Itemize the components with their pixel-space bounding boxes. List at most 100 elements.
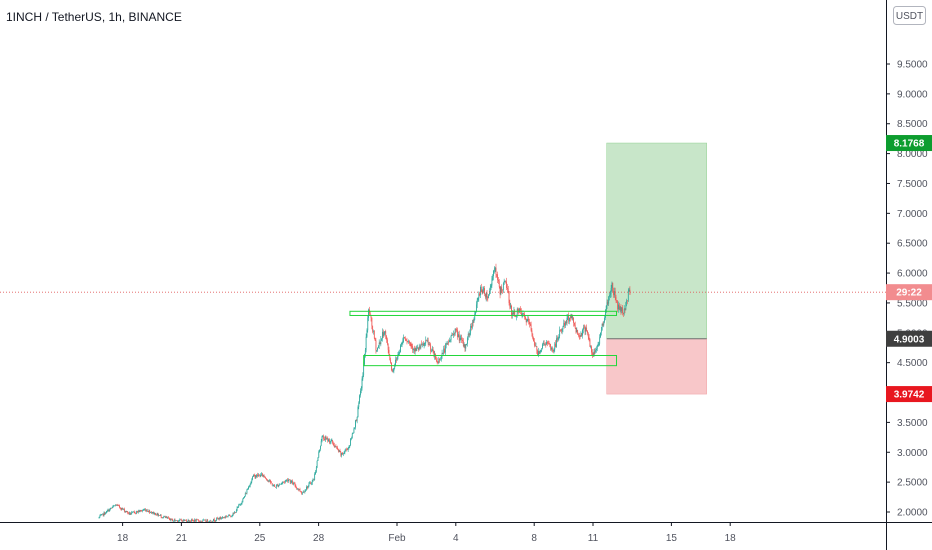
candle-body xyxy=(467,334,469,338)
candle-body xyxy=(573,322,575,325)
price-tick-label: 3.0000 xyxy=(897,448,928,459)
candle-body xyxy=(314,474,316,481)
candle-body xyxy=(382,331,383,339)
candle-body xyxy=(362,375,364,379)
candle-body xyxy=(412,346,414,350)
candle-body xyxy=(391,362,392,370)
candle-body xyxy=(324,436,326,441)
candle-body xyxy=(548,343,550,345)
candle-body xyxy=(364,349,366,355)
candle-body xyxy=(382,331,384,337)
candle-body xyxy=(556,338,558,340)
candle-body xyxy=(217,517,218,519)
candle-body xyxy=(417,347,418,349)
candle-body xyxy=(360,390,361,396)
candle-body xyxy=(615,297,617,301)
position-tool-layer xyxy=(606,142,707,395)
candle-body xyxy=(140,510,142,511)
candle-body xyxy=(423,343,425,346)
candle-body xyxy=(333,443,334,445)
candle-body xyxy=(256,474,258,477)
candle-body xyxy=(204,519,206,522)
candle-body xyxy=(377,345,379,348)
candle-body xyxy=(395,359,396,366)
candle-body xyxy=(168,517,169,519)
candle-body xyxy=(102,513,104,516)
stop-loss-zone[interactable] xyxy=(606,338,707,395)
candle-body xyxy=(346,449,347,450)
candle-body xyxy=(328,439,329,442)
candle-body xyxy=(499,286,501,295)
candle-body xyxy=(629,289,631,295)
candle-body xyxy=(245,493,247,494)
candle-body xyxy=(547,341,548,344)
candle-body xyxy=(181,519,182,521)
candle-body xyxy=(152,511,154,513)
candle-body xyxy=(162,517,164,519)
candle-body xyxy=(339,450,341,453)
candle-body xyxy=(515,315,517,317)
candle-body xyxy=(475,304,477,312)
candle-body xyxy=(199,520,201,522)
candle-body xyxy=(221,518,222,519)
candle-body xyxy=(111,507,113,509)
candle-body xyxy=(540,350,542,352)
candle-body xyxy=(315,467,317,472)
candle-body xyxy=(520,310,522,315)
candle-body xyxy=(626,300,628,303)
price-tick-label: 7.5000 xyxy=(897,179,928,190)
candle-body xyxy=(179,519,181,521)
candle-body xyxy=(407,341,409,343)
candle-body xyxy=(197,519,199,521)
candle-body xyxy=(366,330,368,337)
candle-body xyxy=(440,359,441,361)
candle-body xyxy=(570,314,572,319)
candle-body xyxy=(243,497,245,499)
candle-body xyxy=(536,346,538,351)
candle-body xyxy=(351,438,352,439)
candle-body xyxy=(348,446,350,448)
candle-body xyxy=(538,351,539,356)
candle-body xyxy=(299,489,301,492)
candle-body xyxy=(351,433,353,439)
currency-selector[interactable] xyxy=(893,6,926,25)
candle-body xyxy=(371,317,373,326)
candle-body xyxy=(602,323,604,326)
candle-body xyxy=(442,353,444,354)
candle-body xyxy=(326,438,328,439)
candle-body xyxy=(302,491,304,493)
candle-body xyxy=(453,333,455,335)
candle-body xyxy=(495,267,497,275)
price-tick-label: 2.5000 xyxy=(897,478,928,489)
upper-zone-rectangle[interactable] xyxy=(349,310,618,316)
candle-body xyxy=(253,474,254,477)
candle-body xyxy=(230,515,231,517)
profit-target-zone[interactable] xyxy=(606,142,707,340)
lower-zone-rectangle[interactable] xyxy=(363,354,618,367)
candle-body xyxy=(335,446,337,448)
candle-body xyxy=(220,517,222,519)
candle-body xyxy=(512,313,514,315)
candle-body xyxy=(454,328,456,335)
candle-body xyxy=(155,515,157,516)
candle-body xyxy=(233,513,235,515)
candle-body xyxy=(500,287,502,295)
candle-body xyxy=(521,313,523,315)
candle-body xyxy=(294,483,296,487)
candle-body xyxy=(364,354,365,365)
candle-body xyxy=(587,333,589,337)
candle-body xyxy=(199,521,200,522)
candle-body xyxy=(606,302,608,306)
candle-body xyxy=(584,327,586,332)
candle-body xyxy=(373,330,375,339)
candle-body xyxy=(285,480,287,481)
candle-body xyxy=(184,520,186,521)
candle-body xyxy=(145,509,147,511)
candle-body xyxy=(132,511,134,513)
candle-body xyxy=(623,308,625,315)
candle-body xyxy=(438,358,440,363)
candle-body xyxy=(572,317,574,319)
candle-body xyxy=(293,483,295,484)
